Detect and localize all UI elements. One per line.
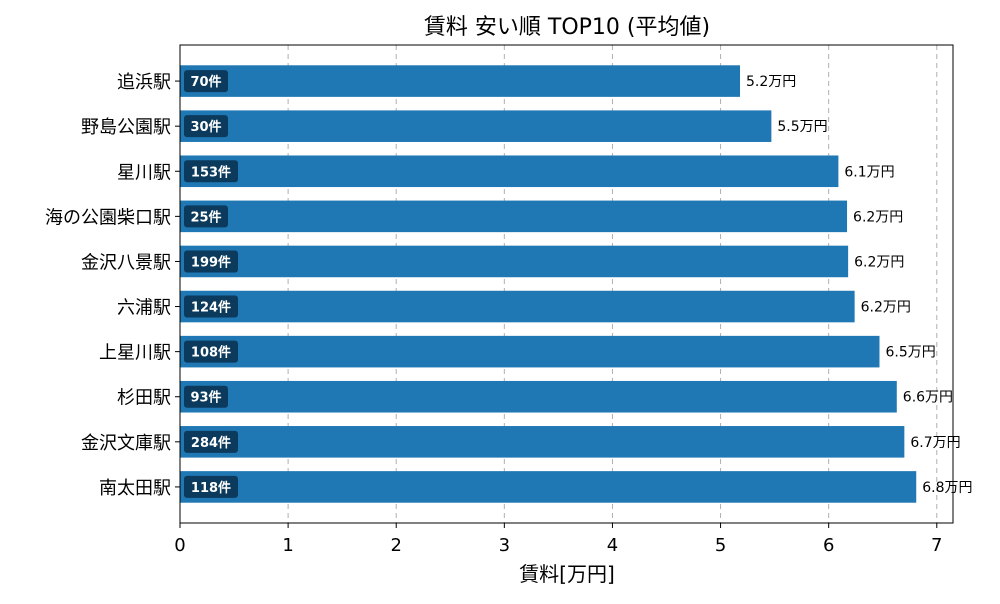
y-tick-label: 金沢文庫駅 — [81, 433, 171, 454]
count-label: 25件 — [190, 209, 221, 225]
bar — [180, 200, 848, 233]
count-label: 118件 — [191, 480, 231, 496]
x-tick-label: 6 — [823, 535, 834, 556]
bar — [180, 290, 855, 323]
x-tick-label: 7 — [931, 535, 942, 556]
bar — [180, 155, 839, 188]
bar — [180, 426, 905, 458]
count-label: 199件 — [191, 254, 231, 270]
value-label: 6.7万円 — [910, 435, 960, 451]
y-tick-label: 六浦駅 — [117, 298, 171, 319]
bar — [180, 110, 772, 142]
count-label: 284件 — [191, 435, 231, 451]
y-tick-label: 海の公園柴口駅 — [45, 207, 171, 228]
count-badge — [184, 70, 228, 93]
count-badge — [184, 250, 238, 273]
value-label: 5.2万円 — [746, 74, 796, 90]
count-label: 153件 — [191, 164, 231, 180]
bars-layer: 5.2万円 70件 5.5万円 30件 6.1万円 153件 6.2万円 25件 6.2万円 19… — [180, 65, 973, 503]
y-tick-label: 南太田駅 — [99, 478, 171, 499]
x-tick-label: 4 — [607, 535, 618, 556]
bar — [180, 245, 849, 278]
bar — [180, 380, 897, 413]
value-label: 6.8万円 — [922, 480, 972, 496]
chart-title: 賃料 安い順 TOP10 (平均値) — [424, 15, 710, 40]
count-badge — [184, 385, 228, 408]
bar — [180, 65, 741, 97]
y-tick-label: 星川駅 — [117, 162, 171, 183]
x-axis-label: 賃料[万円] — [519, 562, 615, 586]
y-axis: 追浜駅野島公園駅星川駅海の公園柴口駅金沢八景駅六浦駅上星川駅杉田駅金沢文庫駅南太… — [45, 72, 180, 499]
y-tick-label: 野島公園駅 — [81, 117, 171, 138]
count-label: 108件 — [191, 345, 231, 361]
count-badge — [184, 205, 228, 228]
y-tick-label: 金沢八景駅 — [81, 252, 171, 273]
bar — [180, 335, 880, 368]
value-label: 6.2万円 — [861, 300, 911, 316]
x-tick-label: 1 — [282, 535, 293, 556]
count-badge — [184, 295, 238, 318]
x-tick-label: 2 — [390, 535, 401, 556]
count-label: 124件 — [191, 300, 231, 316]
count-badge — [184, 475, 238, 498]
value-label: 6.2万円 — [853, 209, 903, 225]
count-badge — [184, 115, 228, 138]
count-label: 30件 — [190, 119, 221, 135]
count-label: 93件 — [190, 390, 221, 406]
bar — [180, 471, 917, 503]
plot-frame — [179, 44, 954, 524]
x-tick-label: 3 — [499, 535, 510, 556]
value-label: 6.2万円 — [854, 254, 904, 270]
count-badge — [184, 340, 238, 363]
value-label: 5.5万円 — [777, 119, 827, 135]
y-tick-label: 追浜駅 — [117, 72, 171, 93]
x-tick-label: 0 — [174, 535, 185, 556]
y-tick-label: 杉田駅 — [117, 388, 171, 409]
y-tick-label: 上星川駅 — [99, 343, 171, 364]
x-tick-label: 5 — [715, 535, 726, 556]
count-badge — [184, 430, 238, 453]
value-label: 6.1万円 — [844, 164, 894, 180]
value-label: 6.5万円 — [885, 345, 935, 361]
count-badge — [184, 160, 238, 183]
x-axis: 0 1 2 3 4 5 6 7 — [174, 523, 943, 556]
value-label: 6.6万円 — [903, 390, 953, 406]
count-label: 70件 — [190, 74, 221, 90]
